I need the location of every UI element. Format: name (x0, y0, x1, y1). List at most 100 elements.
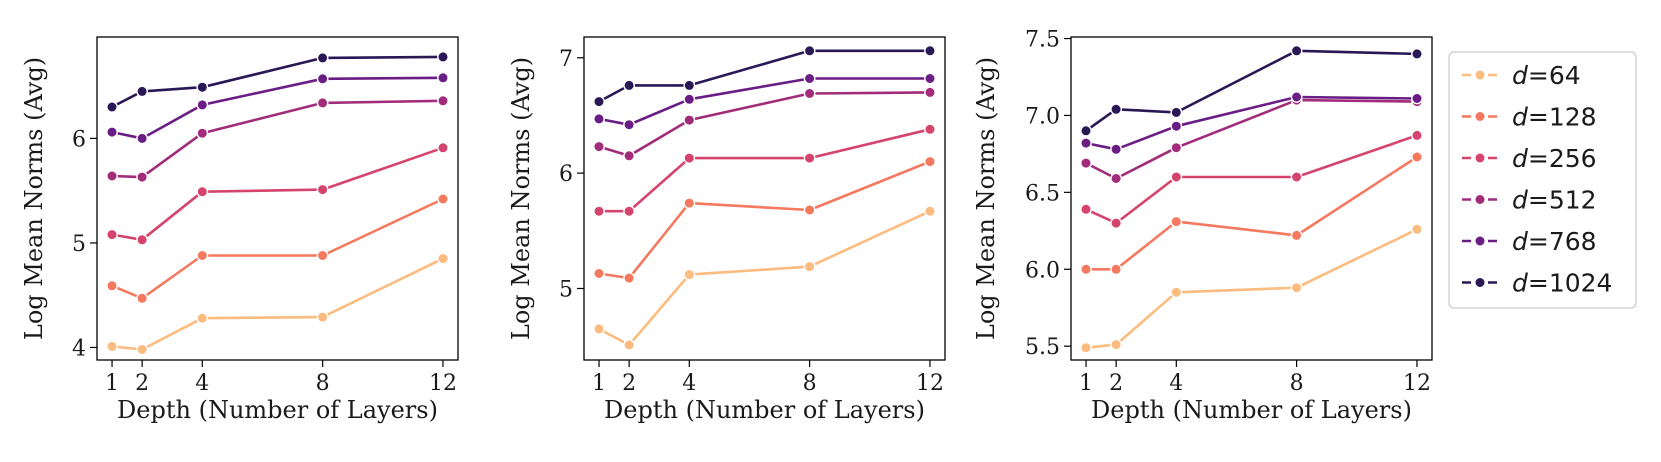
legend-marker (1474, 276, 1486, 289)
data-point (683, 93, 696, 106)
data-point (1170, 215, 1183, 228)
data-point (136, 132, 149, 145)
data-point (316, 249, 329, 262)
x-tick-label: 2 (135, 371, 149, 396)
data-point (1411, 223, 1423, 236)
x-tick-label: 8 (316, 371, 330, 396)
data-point (683, 114, 696, 127)
data-point (136, 85, 149, 98)
data-point (593, 95, 605, 108)
legend-item: d=128 (1462, 103, 1597, 132)
data-point (803, 204, 816, 216)
data-point (1110, 172, 1123, 185)
data-point (1170, 141, 1183, 154)
data-point (924, 72, 936, 85)
y-tick-label: 6.0 (1025, 258, 1060, 283)
legend-marker (1474, 235, 1486, 247)
data-point (803, 260, 816, 273)
x-tick-label: 12 (916, 371, 944, 396)
legend-label: d=768 (1512, 227, 1597, 256)
x-tick-label: 1 (105, 371, 119, 396)
data-point (623, 339, 635, 351)
series-line-d-512 (1085, 98, 1418, 180)
data-point (1080, 124, 1092, 137)
data-point (623, 118, 635, 131)
data-point (924, 155, 936, 168)
y-tick-label: 5 (559, 277, 573, 302)
series-line-d-512 (598, 91, 931, 158)
data-point (106, 340, 118, 353)
data-point (196, 185, 209, 198)
data-point (1170, 286, 1183, 299)
legend-item: d=256 (1462, 144, 1597, 173)
y-axis-label: Log Mean Norms (Avg) (972, 57, 1000, 340)
data-point (1411, 92, 1423, 105)
data-point (437, 141, 449, 154)
legend-label: d=256 (1512, 144, 1597, 173)
data-point (1411, 151, 1423, 163)
y-tick-label: 7 (559, 47, 573, 72)
plot-frame (96, 36, 459, 361)
data-point (924, 205, 936, 218)
data-point (1170, 106, 1183, 119)
legend-marker (1474, 193, 1486, 206)
data-point (623, 272, 635, 284)
plot-frame (583, 36, 946, 361)
data-point (136, 233, 149, 246)
x-tick-label: 2 (1109, 371, 1123, 396)
data-point (623, 149, 635, 162)
data-point (1170, 171, 1183, 183)
data-point (1290, 171, 1303, 183)
data-point (1290, 281, 1303, 294)
legend-marker (1474, 152, 1486, 164)
legend-item: d=768 (1462, 227, 1597, 256)
data-point (924, 86, 936, 99)
x-tick-label: 12 (429, 371, 457, 396)
x-tick-label: 4 (195, 371, 209, 396)
data-point (106, 228, 118, 241)
data-point (1080, 341, 1092, 354)
legend-item: d=512 (1462, 186, 1597, 215)
series-line-d-128 (598, 160, 931, 280)
data-point (196, 249, 209, 262)
data-point (1080, 137, 1092, 150)
legend-label: d=1024 (1512, 269, 1612, 298)
data-point (196, 99, 209, 111)
data-point (1110, 217, 1123, 230)
data-point (136, 171, 149, 184)
y-axis-label: Log Mean Norms (Avg) (507, 57, 535, 340)
data-point (1110, 103, 1123, 116)
series-line-d-256 (1085, 134, 1418, 225)
data-point (1170, 120, 1183, 133)
data-point (316, 97, 329, 109)
data-point (1411, 129, 1423, 142)
data-point (924, 44, 936, 57)
legend-item: d=1024 (1462, 269, 1612, 298)
data-point (196, 81, 209, 94)
x-axis-label: Depth (Number of Layers) (1091, 396, 1412, 424)
data-point (593, 140, 605, 153)
x-tick-label: 1 (592, 371, 606, 396)
data-point (683, 268, 696, 281)
x-tick-label: 4 (682, 371, 696, 396)
x-axis-label: Depth (Number of Layers) (604, 396, 925, 424)
data-point (106, 101, 118, 113)
series-line-d-768 (1085, 95, 1418, 151)
data-point (1290, 44, 1303, 57)
data-point (1110, 143, 1123, 156)
legend-marker (1474, 69, 1486, 81)
series-line-d-64 (111, 257, 444, 351)
data-point (106, 170, 118, 182)
data-point (437, 51, 449, 63)
data-point (1110, 263, 1123, 276)
data-point (1080, 263, 1092, 276)
y-axis-label: Log Mean Norms (Avg) (20, 57, 48, 340)
legend-marker (1474, 110, 1486, 123)
legend: d=64 d=128 d=256 d=512 d=768 d=1024 (1448, 51, 1637, 309)
data-point (437, 193, 449, 205)
x-tick-label: 8 (803, 371, 817, 396)
panel-3: 1 2 4 8 12 5.5 6.0 6.5 7.0 7.5 Depth (Number of La… (972, 28, 1433, 424)
data-point (106, 126, 118, 139)
